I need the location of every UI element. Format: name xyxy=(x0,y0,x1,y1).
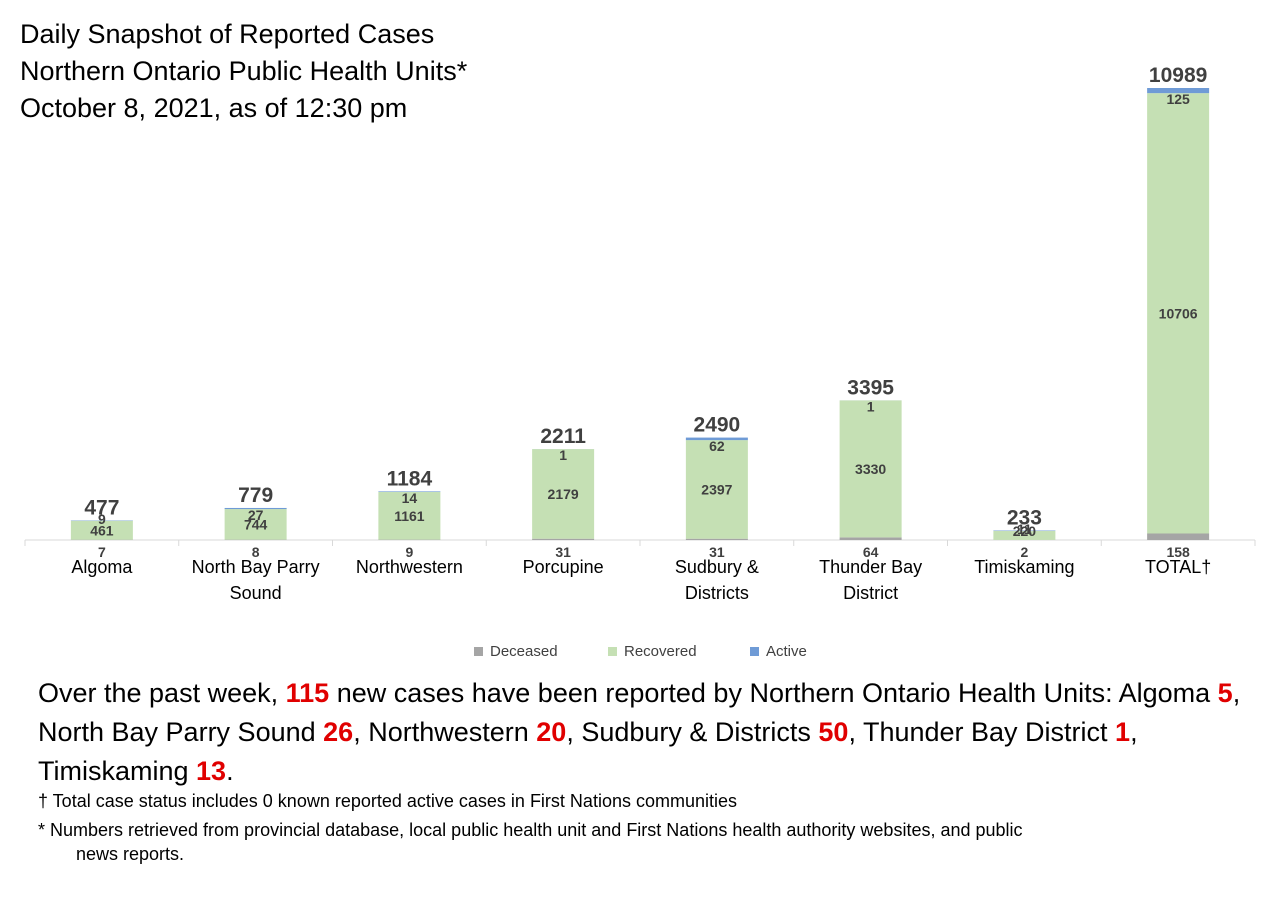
total-label-sudbury-districts: 2490 xyxy=(694,414,741,437)
data-label-active-northwestern: 14 xyxy=(402,490,418,506)
total-label-total: 10989 xyxy=(1149,64,1207,87)
summary-timiskaming-count: 13 xyxy=(196,756,227,786)
data-label-deceased-sudbury-districts: 31 xyxy=(709,544,725,560)
footnote-star-line-1: * Numbers retrieved from provincial data… xyxy=(38,820,1023,840)
data-label-active-north-bay-parry-sound: 27 xyxy=(248,507,264,523)
bar-active-north-bay-parry-sound xyxy=(224,507,287,510)
bar-recovered-total xyxy=(1147,93,1210,534)
bar-recovered-algoma xyxy=(70,520,133,540)
footnote-star: * Numbers retrieved from provincial data… xyxy=(38,818,1268,866)
bar-recovered-sudbury-districts xyxy=(685,440,748,539)
x-tick-label-thunder-bay-district: Thunder Bay xyxy=(819,557,922,577)
legend-swatch-recovered xyxy=(608,647,617,656)
summary-text: , Thunder Bay District xyxy=(848,717,1116,747)
data-label-recovered-porcupine: 2179 xyxy=(548,486,579,502)
legend-swatch-active xyxy=(750,647,759,656)
bar-recovered-porcupine xyxy=(532,449,595,539)
title-line-1: Daily Snapshot of Reported Cases xyxy=(20,19,435,49)
bar-deceased-total xyxy=(1147,533,1210,540)
data-label-deceased-north-bay-parry-sound: 8 xyxy=(252,544,260,560)
total-label-algoma: 477 xyxy=(84,496,119,519)
bar-active-total xyxy=(1147,88,1210,94)
x-tick-label-north-bay-parry-sound: North Bay Parry xyxy=(192,557,320,577)
bar-deceased-sudbury-districts xyxy=(685,538,748,540)
summary-thunder-bay-count: 1 xyxy=(1115,717,1131,747)
summary-northwestern-count: 20 xyxy=(536,717,567,747)
x-tick-label-algoma: Algoma xyxy=(71,557,133,577)
data-label-active-thunder-bay-district: 1 xyxy=(867,398,875,414)
summary-sudbury-count: 50 xyxy=(818,717,849,747)
data-label-recovered-timiskaming: 220 xyxy=(1013,523,1037,539)
data-label-active-porcupine: 1 xyxy=(559,447,567,463)
summary-text: Over the past week, xyxy=(38,678,286,708)
bar-recovered-northwestern xyxy=(378,491,441,540)
x-tick-label-sudbury-districts: Districts xyxy=(685,583,749,603)
total-label-north-bay-parry-sound: 779 xyxy=(238,484,273,507)
data-label-active-sudbury-districts: 62 xyxy=(709,438,725,454)
data-label-recovered-sudbury-districts: 2397 xyxy=(701,481,732,497)
x-tick-label-north-bay-parry-sound: Sound xyxy=(230,583,282,603)
data-label-deceased-porcupine: 31 xyxy=(555,544,571,560)
weekly-summary: Over the past week, 115 new cases have b… xyxy=(38,674,1258,791)
x-tick-label-thunder-bay-district: District xyxy=(843,583,898,603)
x-tick-label-sudbury-districts: Sudbury & xyxy=(675,557,759,577)
data-label-recovered-northwestern: 1161 xyxy=(394,508,425,524)
data-label-active-timiskaming: 11 xyxy=(1017,521,1032,537)
summary-text: , Northwestern xyxy=(353,717,537,747)
total-label-thunder-bay-district: 3395 xyxy=(847,376,894,399)
legend-swatch-deceased xyxy=(474,647,483,656)
total-label-porcupine: 2211 xyxy=(540,425,586,448)
total-label-timiskaming: 233 xyxy=(1007,506,1042,529)
summary-text: , North Bay Parry Sound xyxy=(38,678,1241,747)
x-tick-label-timiskaming: Timiskaming xyxy=(974,557,1074,577)
data-label-deceased-timiskaming: 2 xyxy=(1020,544,1028,560)
data-label-deceased-algoma: 7 xyxy=(98,544,106,560)
data-label-deceased-total: 158 xyxy=(1166,544,1190,560)
summary-text: , Timiskaming xyxy=(38,717,1138,786)
summary-text: , Sudbury & Districts xyxy=(566,717,819,747)
total-label-northwestern: 1184 xyxy=(387,467,433,490)
data-label-recovered-algoma: 461 xyxy=(90,523,114,539)
data-label-deceased-northwestern: 9 xyxy=(405,544,413,560)
data-label-active-total: 125 xyxy=(1166,91,1190,107)
bar-active-northwestern xyxy=(378,491,441,492)
legend-label-recovered: Recovered xyxy=(624,643,697,660)
footnote-dagger: † Total case status includes 0 known rep… xyxy=(38,791,737,811)
summary-nbps-count: 26 xyxy=(323,717,354,747)
footnote-star-line-2: news reports. xyxy=(76,844,185,864)
x-tick-label-porcupine: Porcupine xyxy=(523,557,604,577)
legend-label-active: Active xyxy=(766,643,807,660)
legend-label-deceased: Deceased xyxy=(490,643,558,660)
bar-recovered-timiskaming xyxy=(993,530,1056,540)
bar-recovered-thunder-bay-district xyxy=(839,400,902,538)
bar-deceased-thunder-bay-district xyxy=(839,537,902,540)
data-label-deceased-thunder-bay-district: 64 xyxy=(863,544,879,560)
bar-active-sudbury-districts xyxy=(685,437,748,441)
summary-text: . xyxy=(226,756,234,786)
bar-deceased-porcupine xyxy=(532,538,595,540)
x-tick-label-northwestern: Northwestern xyxy=(356,557,463,577)
title-line-3: October 8, 2021, as of 12:30 pm xyxy=(20,93,408,123)
summary-total-new: 115 xyxy=(285,678,330,708)
data-label-recovered-total: 10706 xyxy=(1159,305,1198,321)
data-label-active-algoma: 9 xyxy=(98,511,106,527)
summary-text: new cases have been reported by Northern… xyxy=(329,678,1218,708)
title-line-2: Northern Ontario Public Health Units* xyxy=(20,56,468,86)
bar-recovered-north-bay-parry-sound xyxy=(224,509,287,540)
data-label-recovered-north-bay-parry-sound: 744 xyxy=(244,516,268,532)
x-tick-label-total: TOTAL† xyxy=(1145,557,1211,577)
chart-title: Daily Snapshot of Reported Cases Norther… xyxy=(20,16,467,127)
summary-algoma-count: 5 xyxy=(1217,678,1233,708)
data-label-recovered-thunder-bay-district: 3330 xyxy=(855,461,886,477)
